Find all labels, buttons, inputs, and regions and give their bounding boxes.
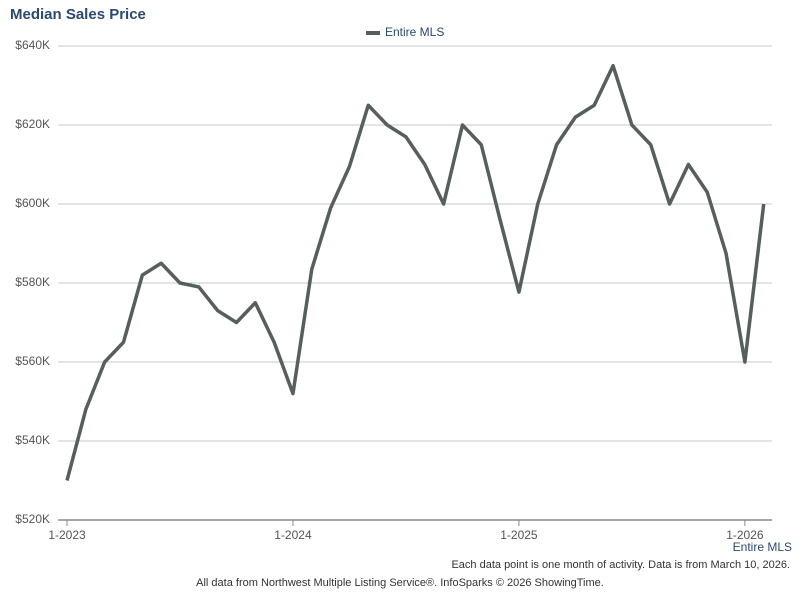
- y-tick-label: $600K: [15, 196, 50, 210]
- y-tick-label: $540K: [15, 433, 50, 447]
- y-tick-label: $640K: [15, 38, 50, 52]
- chart-title: Median Sales Price: [10, 6, 146, 23]
- x-tick-label: 1-2024: [274, 528, 312, 542]
- x-tick-label: 1-2025: [500, 528, 538, 542]
- footnote: Each data point is one month of activity…: [451, 559, 790, 571]
- data-line: [65, 64, 766, 481]
- y-tick-label: $520K: [15, 512, 50, 526]
- y-tick-label: $580K: [15, 275, 50, 289]
- x-tick-label: 1-2023: [48, 528, 86, 542]
- x-tick-label: 1-2026: [726, 528, 764, 542]
- source-note: All data from Northwest Multiple Listing…: [196, 577, 604, 589]
- y-tick-label: $620K: [15, 117, 50, 131]
- y-tick-label: $560K: [15, 354, 50, 368]
- footer-link[interactable]: Entire MLS: [733, 540, 792, 554]
- legend-label: Entire MLS: [385, 25, 444, 39]
